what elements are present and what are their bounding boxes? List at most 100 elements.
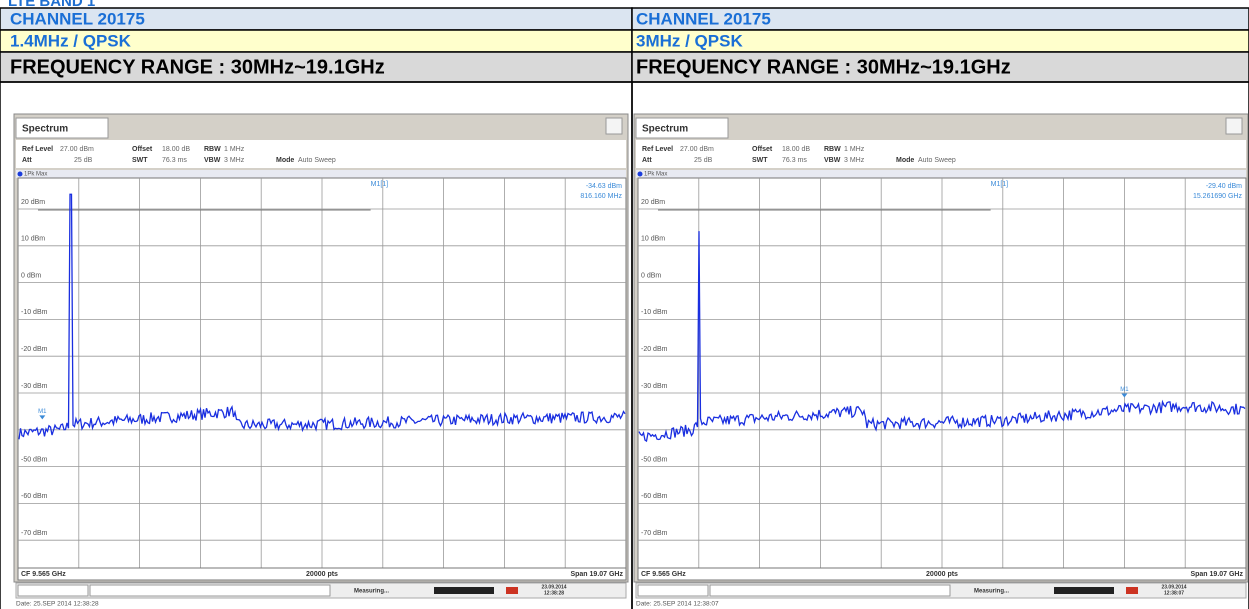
param: 76.3 ms [162,157,187,164]
param: Ref Level [22,146,53,153]
marker-name: M1[1] [371,181,389,188]
image-cell [631,81,1249,609]
param: Auto Sweep [918,157,956,164]
marker-tag: M1 [1120,387,1129,393]
param: Mode [276,157,294,164]
y-label: 0 dBm [21,272,41,279]
footer-date: Date: 25.SEP 2014 12:38:28 [16,601,99,608]
marker-tag: M1 [38,409,47,415]
trace-row [16,170,626,178]
y-label: -70 dBm [21,530,48,537]
trace-label: 1Pk Max [24,172,47,178]
span: Span 19.07 GHz [570,571,623,578]
status-date: 23.09.2014 [541,584,566,590]
status: Measuring... [354,589,389,595]
param: SWT [752,157,768,164]
y-label: -60 dBm [641,493,668,500]
param: VBW [824,157,841,164]
span: Span 19.07 GHz [1190,571,1243,578]
trace [18,193,626,440]
corner-icon [1225,117,1243,135]
param: Att [22,157,32,164]
corner-icon [605,117,623,135]
y-label: 10 dBm [21,236,45,243]
table-cell-text: CHANNEL 20175 [636,9,771,28]
y-label: 0 dBm [641,272,661,279]
y-label: -10 dBm [641,309,668,316]
status: Measuring... [974,589,1009,595]
trace-dot [17,171,23,177]
param: Ref Level [642,146,673,153]
param: Auto Sweep [298,157,336,164]
tab-label: Spectrum [642,124,688,135]
y-label: -30 dBm [641,383,668,390]
param: 1 MHz [844,146,865,153]
progress [434,587,494,594]
cf: CF 9.565 GHz [641,571,686,578]
param: 76.3 ms [782,157,807,164]
param: 27.00 dBm [680,146,714,153]
param: 25 dB [694,157,713,164]
trace [638,231,1246,443]
trace-dot [637,171,643,177]
param: 1 MHz [224,146,245,153]
y-label: 20 dBm [21,199,45,206]
marker-level: -29.40 dBm [1206,183,1242,190]
param: VBW [204,157,221,164]
points: 20000 pts [306,571,338,578]
y-label: -50 dBm [21,456,48,463]
y-label: -20 dBm [21,346,48,353]
y-label: 20 dBm [641,199,665,206]
y-label: -20 dBm [641,346,668,353]
status-field [17,584,89,597]
status-time: 12:38:28 [544,590,564,596]
footer [17,567,627,581]
status-date: 23.09.2014 [1161,584,1186,590]
marker-freq: 15.261690 GHz [1193,193,1243,200]
footer [637,567,1247,581]
param: RBW [204,146,221,153]
params-box [16,140,626,168]
marker-level: -34.63 dBm [586,183,622,190]
table-cell [0,51,633,83]
param: RBW [824,146,841,153]
param: 18.00 dB [782,146,810,153]
param: Offset [132,146,153,153]
tab [15,117,109,139]
param: SWT [132,157,148,164]
y-label: 10 dBm [641,236,665,243]
param: 3 MHz [224,157,245,164]
table-cell-text: FREQUENCY RANGE : 30MHz~19.1GHz [636,56,1011,78]
status-field [709,584,951,597]
marker-name: M1[1] [991,181,1009,188]
table-cell-text: 3MHz / QPSK [636,31,743,50]
trace-label: 1Pk Max [644,172,667,178]
status-icon [1126,587,1138,594]
param: Att [642,157,652,164]
table-cell-text: 1.4MHz / QPSK [10,31,132,50]
page-title: LTE BAND 1 [8,0,95,10]
y-label: -70 dBm [641,530,668,537]
y-label: -10 dBm [21,309,48,316]
param: 3 MHz [844,157,865,164]
param: Offset [752,146,773,153]
param: Mode [896,157,914,164]
y-label: -50 dBm [641,456,668,463]
table-cell [631,51,1249,83]
param: 18.00 dB [162,146,190,153]
marker [1121,393,1128,398]
status-icon [506,587,518,594]
status-time: 12:38:07 [1164,590,1184,596]
table-cell-text: FREQUENCY RANGE : 30MHz~19.1GHz [10,56,385,78]
tab [635,117,729,139]
y-label: -60 dBm [21,493,48,500]
footer-date: Date: 25.SEP 2014 12:38:07 [636,601,719,608]
params-box [636,140,1246,168]
trace-row [636,170,1246,178]
param: 27.00 dBm [60,146,94,153]
status-field [89,584,331,597]
param: 25 dB [74,157,93,164]
progress [1054,587,1114,594]
